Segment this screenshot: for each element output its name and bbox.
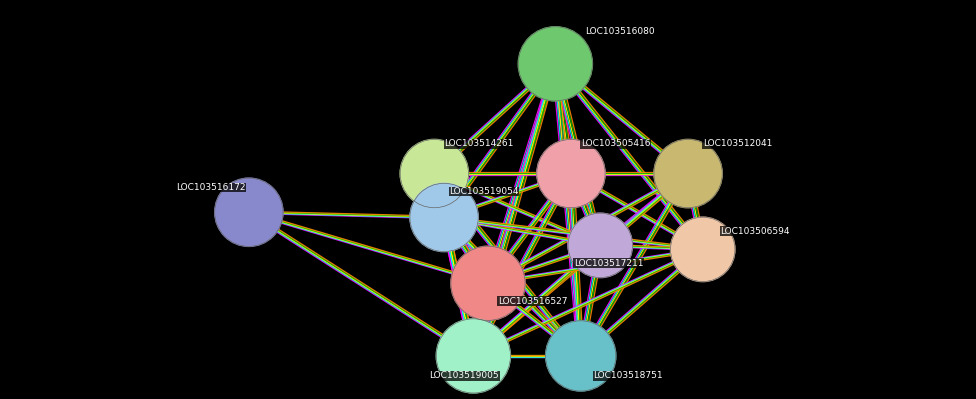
Ellipse shape xyxy=(436,319,510,393)
Text: LOC103516172: LOC103516172 xyxy=(176,183,245,192)
Ellipse shape xyxy=(518,27,592,101)
Text: LOC103512041: LOC103512041 xyxy=(703,139,772,148)
Ellipse shape xyxy=(400,139,468,208)
Text: LOC103519054: LOC103519054 xyxy=(449,187,518,196)
Text: LOC103516527: LOC103516527 xyxy=(498,297,567,306)
Ellipse shape xyxy=(654,139,722,208)
Text: LOC103518751: LOC103518751 xyxy=(593,371,663,380)
Text: LOC103517211: LOC103517211 xyxy=(574,259,643,268)
Ellipse shape xyxy=(215,178,283,247)
Ellipse shape xyxy=(537,139,605,208)
Ellipse shape xyxy=(568,213,632,278)
Text: LOC103519005: LOC103519005 xyxy=(429,371,499,380)
Text: LOC103506594: LOC103506594 xyxy=(720,227,790,236)
Text: LOC103514261: LOC103514261 xyxy=(444,139,513,148)
Text: LOC103505416: LOC103505416 xyxy=(581,139,650,148)
Ellipse shape xyxy=(451,246,525,320)
Text: LOC103516080: LOC103516080 xyxy=(586,28,655,36)
Ellipse shape xyxy=(546,321,616,391)
Ellipse shape xyxy=(671,217,735,282)
Ellipse shape xyxy=(410,183,478,252)
